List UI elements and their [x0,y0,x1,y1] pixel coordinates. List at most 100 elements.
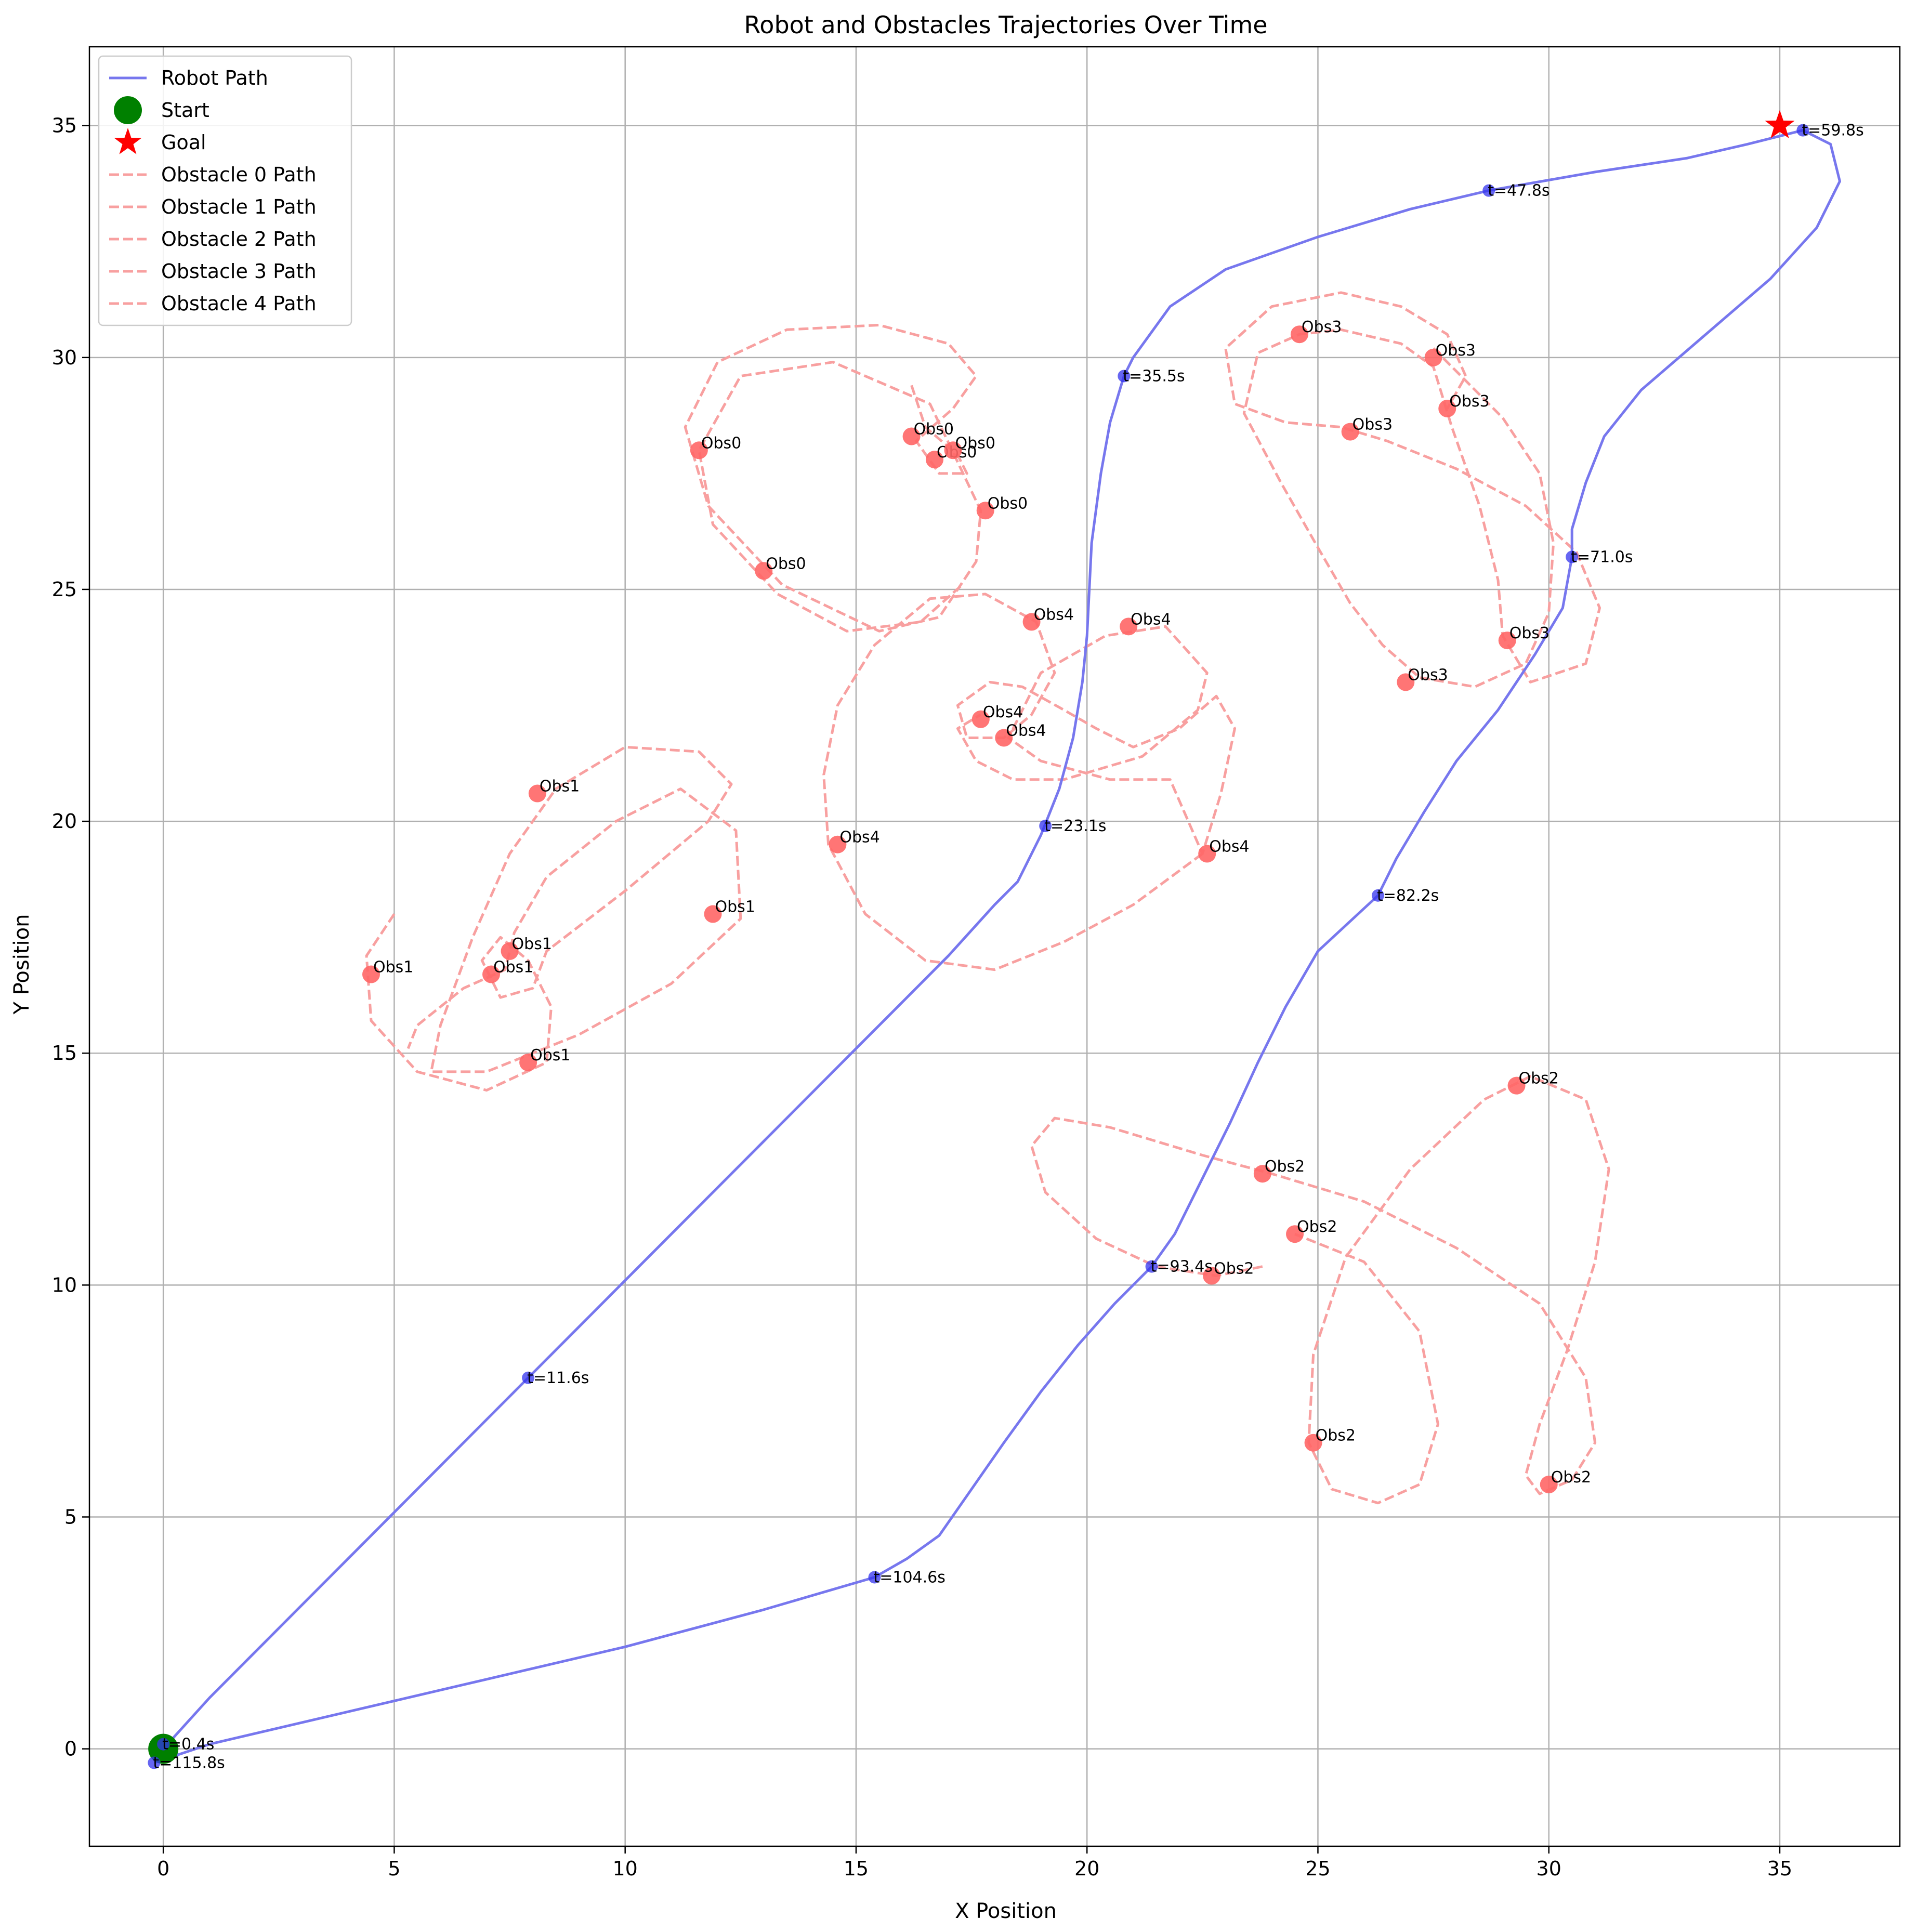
legend-label: Start [161,99,209,122]
obstacle-marker [1397,673,1415,691]
obstacle-label: Obs4 [839,829,879,847]
obstacle-label: Obs1 [373,958,413,977]
time-label: t=47.8s [1488,182,1550,200]
plot-area: Obs0Obs0Obs0Obs0Obs0Obs0Obs1Obs1Obs1Obs1… [52,46,1901,1880]
x-tick-label: 20 [1074,1857,1099,1880]
x-axis-label: X Position [955,1899,1057,1923]
obstacle-label: Obs0 [701,434,741,452]
time-marker [157,1738,170,1751]
time-label: t=23.1s [1044,817,1106,835]
time-marker [1566,550,1579,563]
y-tick-label: 30 [52,346,77,369]
obstacle-marker [1286,1225,1304,1243]
x-tick-label: 0 [157,1857,169,1880]
obstacle-marker [944,441,962,459]
legend-handle-start [114,96,142,124]
obstacle-marker [362,965,380,983]
obstacle-label: Obs3 [1436,341,1476,360]
y-tick-label: 20 [52,810,77,833]
obstacle-label: Obs0 [955,434,995,452]
obstacle-label: Obs1 [530,1046,570,1064]
obstacle-label: Obs2 [1316,1427,1356,1445]
obstacle-marker [1341,423,1359,441]
obstacle-marker [1022,613,1041,631]
time-label: t=35.5s [1123,367,1185,386]
time-marker [522,1371,535,1384]
time-marker [1796,124,1809,137]
obstacle-label: Obs0 [766,555,806,573]
obstacle-marker [1290,325,1308,344]
time-label: t=115.8s [153,1754,225,1772]
time-label: t=11.6s [527,1369,589,1387]
time-marker [1039,820,1052,833]
y-tick-label: 15 [52,1042,77,1064]
obstacle-marker [1120,617,1138,636]
obstacle-marker [1438,399,1456,417]
x-tick-label: 15 [844,1857,869,1880]
obstacle-path [1030,1075,1610,1505]
legend-label: Obstacle 3 Path [161,260,317,283]
time-label: t=0.4s [162,1736,214,1754]
obstacle-label: Obs4 [983,703,1023,721]
y-tick-label: 0 [64,1738,77,1760]
time-label: t=71.0s [1571,548,1633,566]
time-marker [868,1571,881,1584]
obstacle-label: Obs1 [540,778,580,796]
legend-label: Goal [161,131,206,154]
obstacle-marker [1507,1076,1526,1095]
obstacle-label: Obs4 [1034,606,1074,624]
obstacle-label: Obs0 [988,494,1028,512]
obstacle-label: Obs3 [1509,624,1550,642]
time-marker [148,1756,161,1769]
legend-label: Obstacle 2 Path [161,228,317,251]
obstacle-label: Obs2 [1551,1468,1591,1487]
obstacle-marker [995,729,1013,747]
obstacle-label: Obs1 [715,898,755,916]
obstacle-label: Obs3 [1353,416,1393,434]
obstacle-marker [1304,1434,1322,1452]
x-tick-label: 25 [1305,1857,1330,1880]
obstacle-marker [690,441,708,459]
obstacle-marker [704,905,722,923]
y-tick-label: 10 [52,1273,77,1296]
obstacle-marker [925,451,943,469]
time-marker [1145,1260,1158,1273]
obstacle-label: Obs2 [1214,1260,1254,1278]
obstacle-marker [528,784,546,803]
obstacle-path [365,745,742,1092]
obstacle-marker [519,1054,537,1072]
obstacle-label: Obs2 [1265,1158,1305,1176]
obstacle-label: Obs4 [1209,838,1249,856]
obstacle-label: Obs4 [1131,610,1171,628]
obstacle-marker [755,562,773,580]
obstacle-marker [1424,348,1442,366]
y-tick-label: 35 [52,114,77,137]
obstacle-path [822,593,1236,971]
y-tick-label: 5 [64,1505,77,1528]
legend: Robot Path Start Goal Obstacle 0 Path Obstac… [98,55,352,326]
goal-marker [1765,110,1795,138]
obstacle-label: Obs3 [1408,666,1448,684]
obstacle-label: Obs0 [914,420,954,439]
legend-label: Obstacle 4 Path [161,292,317,315]
obstacle-label: Obs4 [1006,721,1046,740]
axes-frame [88,46,1901,1847]
obstacle-marker [501,942,519,960]
chart-title: Robot and Obstacles Trajectories Over Ti… [744,11,1267,39]
obstacle-label: Obs2 [1519,1070,1559,1088]
y-tick-label: 25 [52,578,77,601]
obstacle-label: Obs1 [512,935,552,953]
time-marker [1482,184,1495,197]
x-tick-label: 10 [613,1857,638,1880]
x-tick-label: 30 [1537,1857,1561,1880]
obstacle-marker [1498,632,1516,650]
legend-box [98,55,352,326]
obstacle-label: Obs3 [1302,318,1342,336]
y-axis-label: Y Position [10,914,34,1015]
obstacle-marker [1198,845,1216,863]
obstacle-marker [829,835,847,853]
obstacle-marker [902,427,921,445]
legend-label: Obstacle 0 Path [161,163,317,186]
time-marker [1118,370,1131,383]
time-label: t=59.8s [1802,122,1863,140]
